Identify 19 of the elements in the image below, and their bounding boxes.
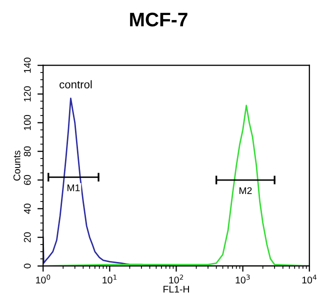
y-tick-label: 60	[24, 174, 31, 185]
x-axis-title: FL1-H	[164, 286, 189, 293]
y-axis-title: Counts	[13, 150, 20, 181]
y-tick-label: 100	[24, 114, 31, 130]
series-label: M2	[240, 187, 252, 194]
x-tick-label: 10$^{1}$	[102, 274, 117, 284]
y-tick-label: 80	[24, 146, 31, 156]
series-label: M1	[68, 184, 80, 192]
y-tick-label: 140	[24, 58, 31, 73]
y-tick-label: 120	[24, 86, 31, 102]
x-tick-label: 10$^{2}$	[169, 274, 184, 284]
annotation: control	[60, 80, 92, 88]
chart-title: MCF-7	[130, 12, 188, 26]
y-tick-label: 0	[24, 264, 31, 268]
y-tick-label: 20	[24, 232, 31, 242]
x-tick-label: 10$^{4}$	[302, 274, 316, 284]
y-tick-label: 40	[24, 204, 31, 214]
x-tick-label: 10$^{0}$	[36, 274, 50, 284]
x-tick-label: 10$^{3}$	[236, 274, 250, 284]
